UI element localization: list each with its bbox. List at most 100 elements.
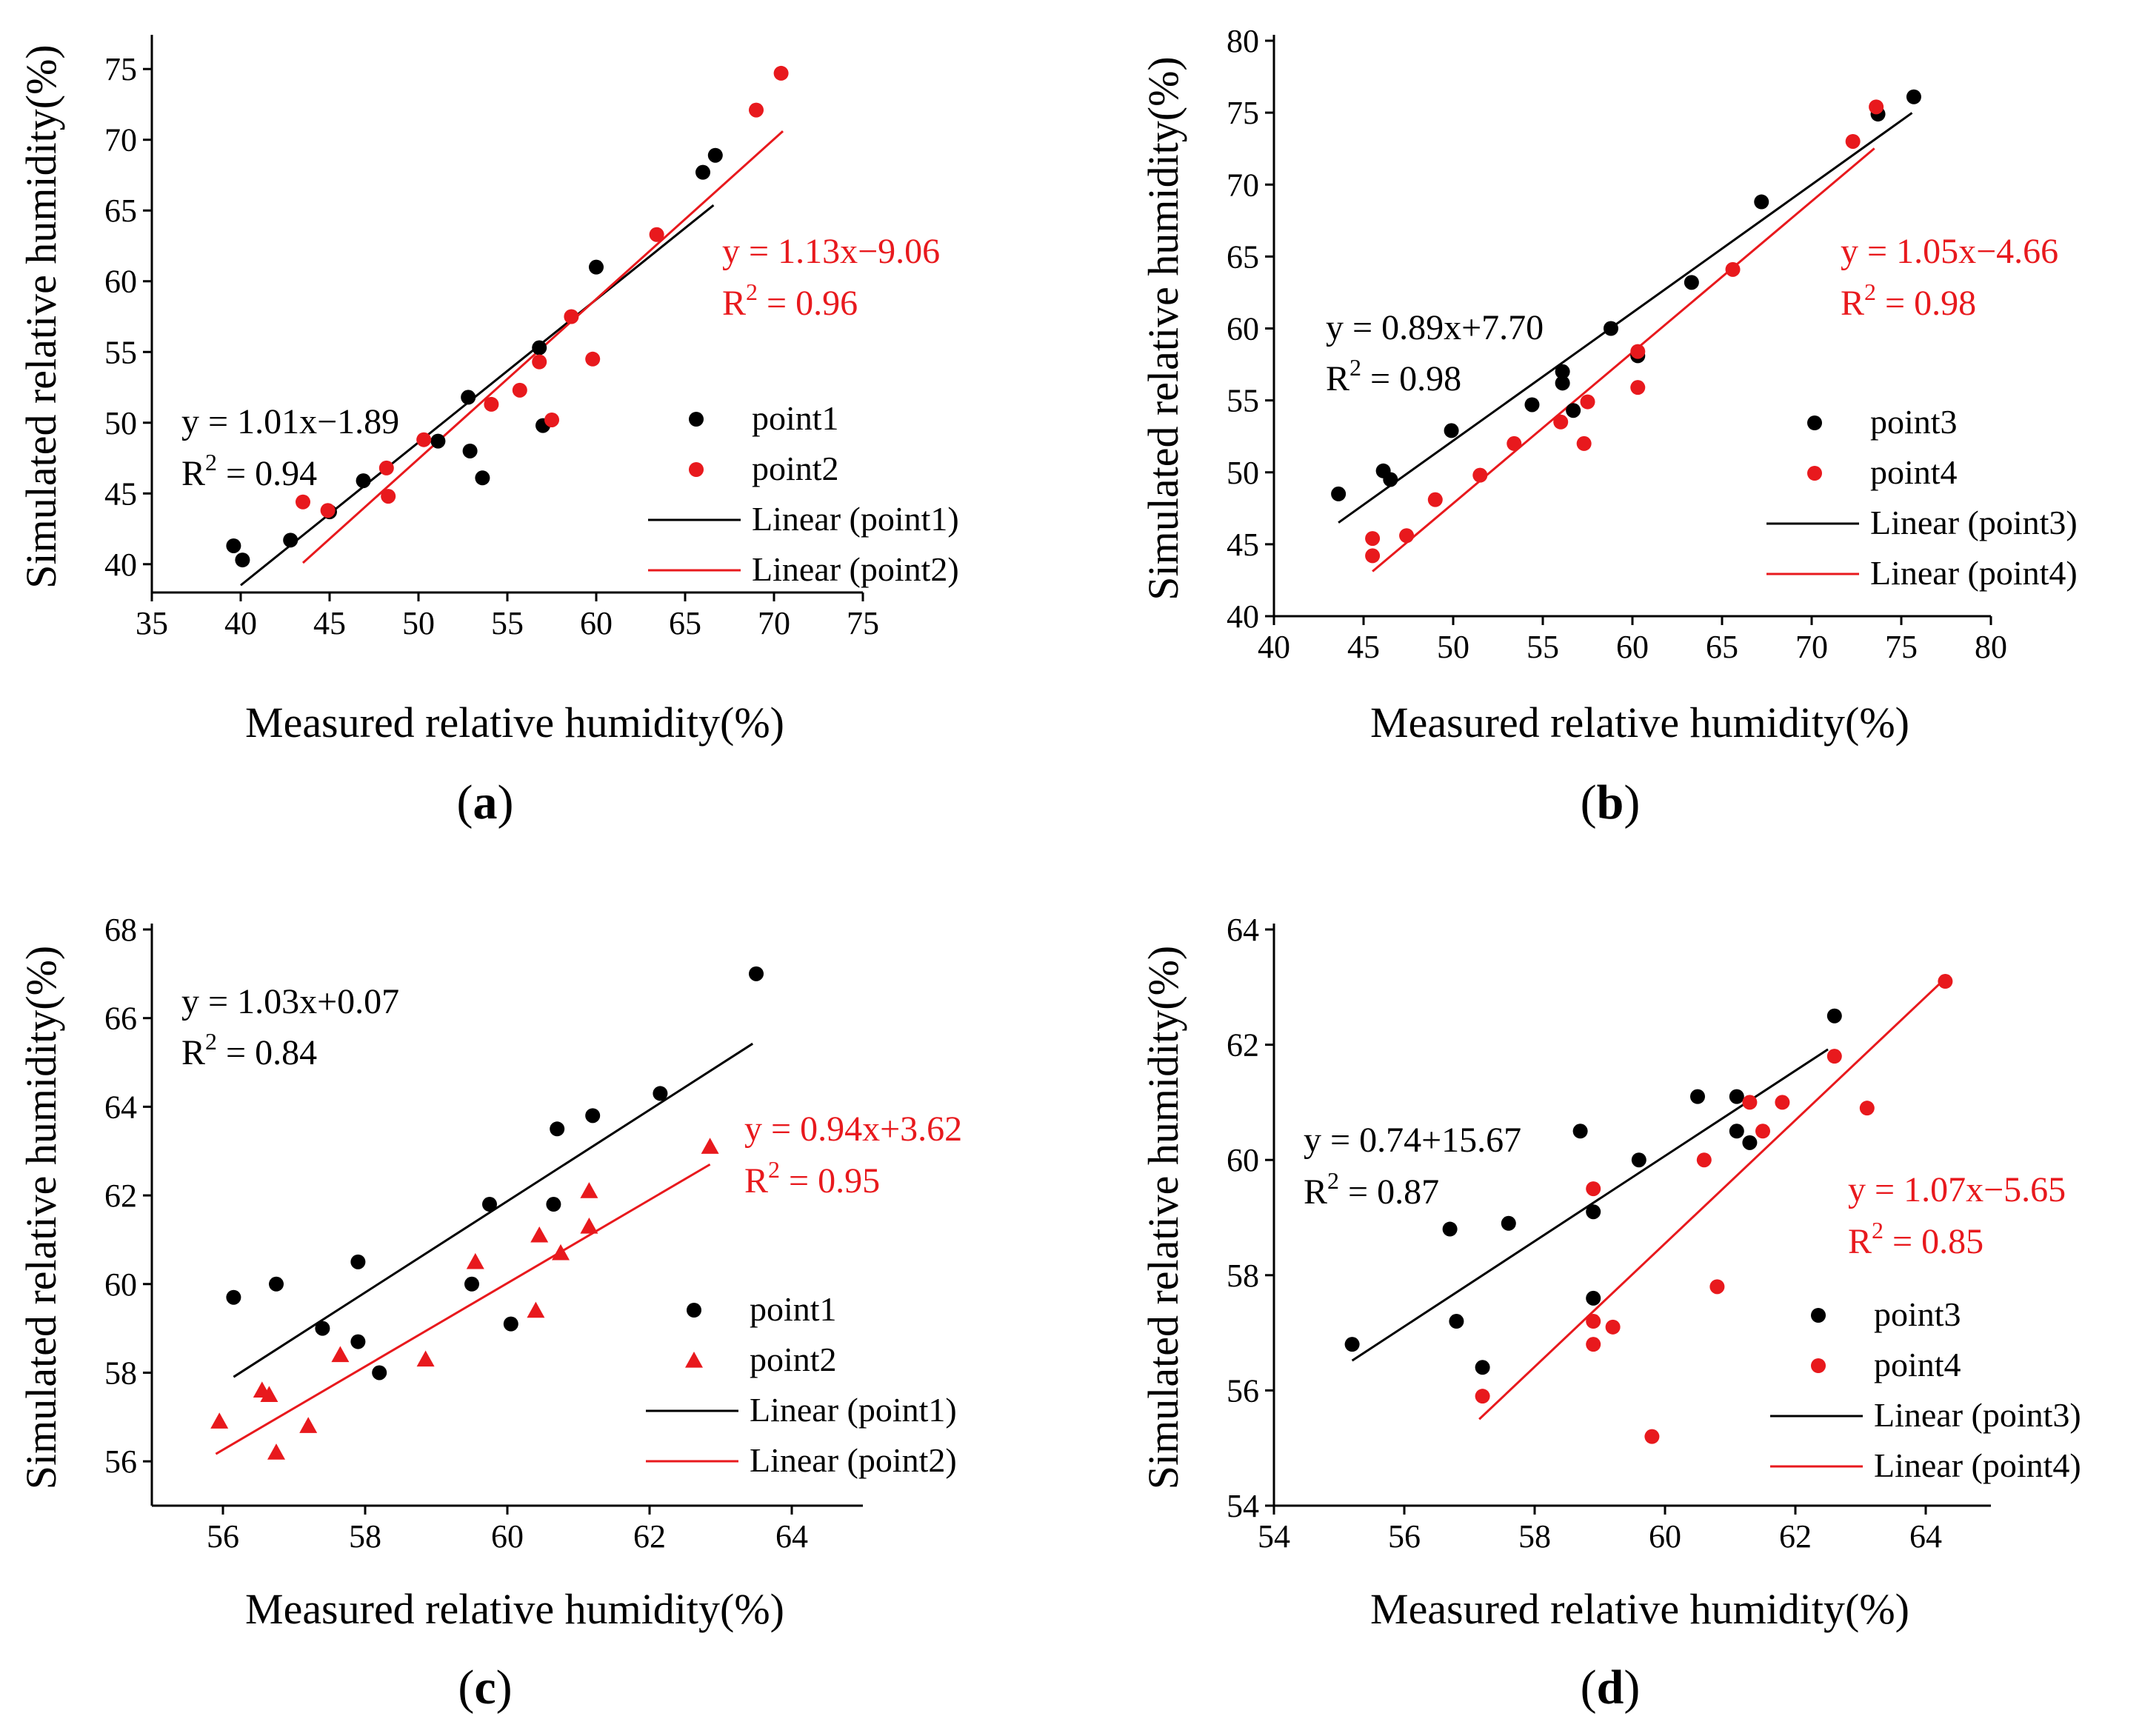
panel-label-letter: c	[474, 1660, 496, 1715]
data-point-point2	[320, 503, 336, 518]
legend-label: point3	[1874, 1295, 1961, 1333]
y-tick-label: 56	[104, 1443, 137, 1480]
data-point-point1	[482, 1197, 497, 1212]
fit-line-point2	[215, 1163, 711, 1455]
data-point-point1	[503, 1316, 518, 1332]
y-tick-label: 64	[104, 1089, 137, 1125]
x-tick-label: 80	[1975, 629, 2007, 665]
data-point-point3	[1475, 1360, 1490, 1375]
panel-label: (c)	[458, 1660, 512, 1715]
data-point-point4	[1586, 1314, 1601, 1329]
y-tick-label: 60	[1227, 1142, 1259, 1178]
legend-marker-point3	[1811, 1308, 1826, 1323]
data-point-point1	[707, 147, 723, 163]
data-point-point3	[1555, 375, 1570, 391]
y-axis-title: Simulated relative humidity(%)	[1139, 56, 1187, 601]
x-tick-label: 75	[847, 605, 879, 641]
x-tick-label: 65	[669, 605, 701, 641]
panel-label: (d)	[1581, 1660, 1641, 1715]
panel-label-paren-open: (	[1581, 775, 1597, 829]
r-squared-label: R2 = 0.96	[722, 278, 858, 323]
r-squared-value: = 0.87	[1339, 1172, 1439, 1212]
data-point-point1	[226, 1289, 241, 1305]
data-point-point3	[1383, 472, 1398, 487]
data-point-point3	[1524, 397, 1540, 413]
data-point-point3	[1603, 321, 1618, 336]
x-tick-label: 62	[1779, 1518, 1812, 1555]
x-tick-label: 62	[633, 1518, 666, 1555]
x-tick-label: 60	[491, 1518, 524, 1555]
y-axis-title: Simulated relative humidity(%)	[1139, 946, 1187, 1490]
y-tick-label: 62	[1227, 1027, 1259, 1064]
data-point-point3	[1449, 1314, 1464, 1329]
r-squared-label: R2 = 0.84	[181, 1028, 317, 1072]
data-point-point4	[1630, 344, 1646, 359]
r-squared-label: R2 = 0.98	[1326, 354, 1461, 398]
chart-panel-a: 35 40 45 50 55 60 65 70 75 40 45 50 55 60 65 70 75 Measur…	[17, 35, 959, 829]
panel-label-letter: d	[1597, 1660, 1624, 1715]
data-point-point3	[1344, 1337, 1360, 1352]
equation-label: y = 1.01x−1.89	[181, 402, 399, 441]
legend-marker-point2	[685, 1352, 703, 1368]
y-tick-label: 70	[104, 122, 137, 158]
data-point-point4	[1644, 1429, 1660, 1444]
equation-label: y = 0.94x+3.62	[744, 1109, 962, 1149]
data-point-point1	[356, 473, 371, 489]
data-point-point3	[1586, 1204, 1601, 1220]
data-point-point4	[1365, 548, 1381, 564]
r-squared-value: = 0.98	[1876, 284, 1976, 323]
r-squared-exponent: 2	[1349, 354, 1361, 381]
data-point-point2	[749, 102, 764, 118]
x-tick-label: 64	[775, 1518, 808, 1555]
x-tick-label: 35	[136, 605, 168, 641]
y-tick-label: 75	[1227, 95, 1259, 131]
data-point-point3	[1754, 194, 1769, 210]
data-point-point4	[1553, 414, 1569, 430]
data-point-point4	[1755, 1124, 1770, 1139]
legend-marker-point1	[687, 1303, 701, 1318]
data-point-point3	[1442, 1221, 1458, 1237]
y-tick-label: 58	[104, 1355, 137, 1391]
x-axis-title: Measured relative humidity(%)	[245, 698, 784, 747]
x-tick-label: 65	[1706, 629, 1738, 665]
data-point-point2	[299, 1417, 318, 1433]
panel-label-paren-close: )	[1624, 775, 1640, 829]
x-tick-label: 40	[224, 605, 257, 641]
y-tick-label: 80	[1227, 23, 1259, 59]
legend-label: Linear (point3)	[1874, 1396, 2081, 1434]
r-squared-symbol: R	[1304, 1172, 1327, 1212]
panel-label-paren-open: (	[457, 775, 473, 829]
data-point-point4	[1775, 1095, 1790, 1110]
data-point-point1	[350, 1254, 366, 1269]
data-point-point1	[461, 390, 476, 405]
legend-label: point2	[752, 450, 839, 487]
panel-label-paren-close: )	[498, 775, 514, 829]
data-point-point3	[1729, 1124, 1744, 1139]
x-tick-label: 40	[1258, 629, 1290, 665]
y-tick-label: 68	[104, 912, 137, 948]
data-point-point1	[532, 340, 547, 355]
r-squared-symbol: R	[1848, 1222, 1872, 1261]
x-axis-title: Measured relative humidity(%)	[1370, 698, 1909, 747]
chart-panel-c: 56 58 60 62 64 56 58 60 62 64 66 68 Measured relativ…	[17, 912, 962, 1715]
data-point-point1	[585, 1108, 601, 1124]
r-squared-label: R2 = 0.94	[181, 449, 317, 493]
equation-label: y = 1.13x−9.06	[722, 232, 940, 271]
data-point-point4	[1938, 974, 1953, 989]
data-point-point1	[749, 966, 764, 981]
legend-label: Linear (point2)	[750, 1441, 957, 1479]
r-squared-symbol: R	[181, 1033, 205, 1072]
equation-label: y = 1.03x+0.07	[181, 982, 399, 1021]
fit-line-point3	[1338, 112, 1913, 524]
data-point-point3	[1690, 1089, 1705, 1104]
r-squared-label: R2 = 0.85	[1848, 1217, 1983, 1261]
x-tick-label: 60	[1649, 1518, 1681, 1555]
data-point-point2	[532, 354, 547, 370]
data-point-point4	[1742, 1095, 1758, 1110]
fit-line-point4	[1478, 977, 1946, 1420]
data-point-point3	[1572, 1124, 1588, 1139]
data-point-point4	[1586, 1181, 1601, 1197]
x-tick-label: 55	[1527, 629, 1559, 665]
data-point-point3	[1906, 89, 1921, 104]
